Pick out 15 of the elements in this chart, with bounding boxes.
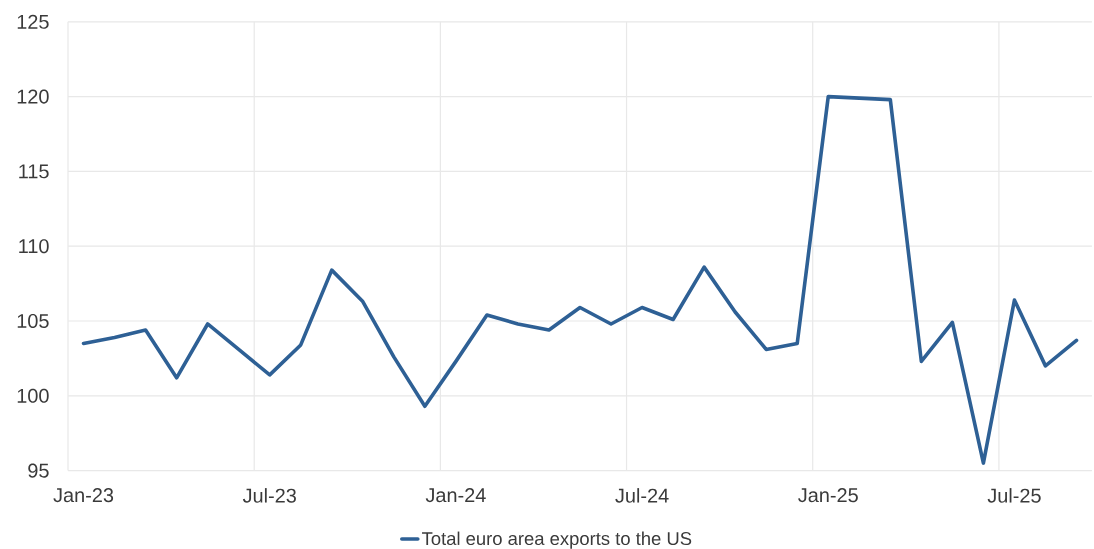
line-series bbox=[81, 94, 1079, 465]
x-tick-label: Jan-23 bbox=[53, 488, 114, 503]
y-tick-label: 110 bbox=[19, 239, 49, 254]
y-tick-label: 115 bbox=[19, 164, 49, 179]
y-tick-label: 95 bbox=[28, 463, 49, 478]
x-tick-label: Jul-23 bbox=[242, 488, 296, 503]
x-tick-label: Jan-24 bbox=[425, 488, 486, 503]
y-tick-label: 125 bbox=[17, 14, 49, 29]
legend-label: Total euro area exports to the US bbox=[422, 531, 692, 549]
x-tick-label: Jul-25 bbox=[987, 488, 1041, 503]
y-tick-label: 120 bbox=[17, 89, 49, 104]
y-tick-label: 105 bbox=[17, 313, 49, 329]
x-tick-label: Jan-25 bbox=[798, 488, 858, 503]
x-tick-label: Jul-24 bbox=[615, 488, 669, 503]
y-tick-label: 100 bbox=[17, 388, 49, 403]
